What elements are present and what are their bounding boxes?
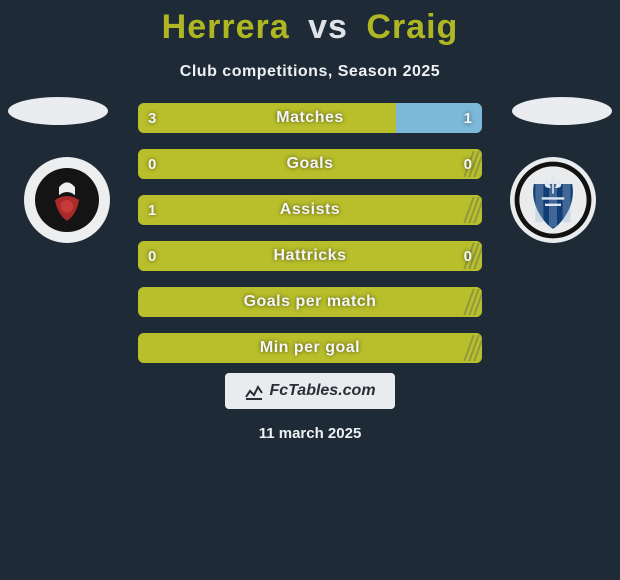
club-crest-left bbox=[24, 157, 110, 243]
stat-bar: Goals 0 0 bbox=[138, 149, 482, 179]
player-1-name: Herrera bbox=[162, 8, 290, 46]
bar-slash-area bbox=[468, 333, 482, 363]
montreal-icon bbox=[513, 160, 593, 240]
player-1-photo-placeholder bbox=[8, 97, 108, 125]
stat-bar: Matches 3 1 bbox=[138, 103, 482, 133]
stat-value-right: 0 bbox=[464, 248, 472, 265]
stat-bar: Hattricks 0 0 bbox=[138, 241, 482, 271]
stat-label: Min per goal bbox=[260, 339, 360, 357]
stat-bar: Min per goal bbox=[138, 333, 482, 363]
bar-slash-area bbox=[468, 287, 482, 317]
club-crest-right bbox=[510, 157, 596, 243]
comparison-card: Herrera vs Craig Club competitions, Seas… bbox=[0, 0, 620, 580]
bar-fill-left bbox=[138, 103, 396, 133]
stat-value-left: 3 bbox=[148, 110, 156, 127]
stat-label: Goals per match bbox=[244, 293, 377, 311]
stat-value-left: 1 bbox=[148, 202, 156, 219]
stat-label: Goals bbox=[287, 155, 334, 173]
page-title: Herrera vs Craig bbox=[0, 0, 620, 47]
bar-slash-area bbox=[468, 195, 482, 225]
subtitle: Club competitions, Season 2025 bbox=[0, 63, 620, 81]
date: 11 march 2025 bbox=[0, 425, 620, 442]
fctables-icon bbox=[244, 381, 264, 401]
stat-label: Matches bbox=[276, 109, 344, 127]
comparison-area: Matches31Goals00Assists1Hattricks00Goals… bbox=[0, 103, 620, 363]
source-text: FcTables.com bbox=[269, 382, 375, 400]
player-2-photo-placeholder bbox=[512, 97, 612, 125]
stat-bars: Matches31Goals00Assists1Hattricks00Goals… bbox=[138, 103, 482, 363]
stat-label: Assists bbox=[280, 201, 340, 219]
dc-united-icon bbox=[27, 160, 107, 240]
player-2-name: Craig bbox=[366, 8, 458, 46]
stat-bar: Goals per match bbox=[138, 287, 482, 317]
stat-label: Hattricks bbox=[274, 247, 347, 265]
stat-bar: Assists 1 bbox=[138, 195, 482, 225]
stat-value-right: 1 bbox=[464, 110, 472, 127]
stat-value-left: 0 bbox=[148, 156, 156, 173]
source-badge: FcTables.com bbox=[225, 373, 395, 409]
stat-value-left: 0 bbox=[148, 248, 156, 265]
stat-value-right: 0 bbox=[464, 156, 472, 173]
vs-text: vs bbox=[308, 8, 348, 46]
